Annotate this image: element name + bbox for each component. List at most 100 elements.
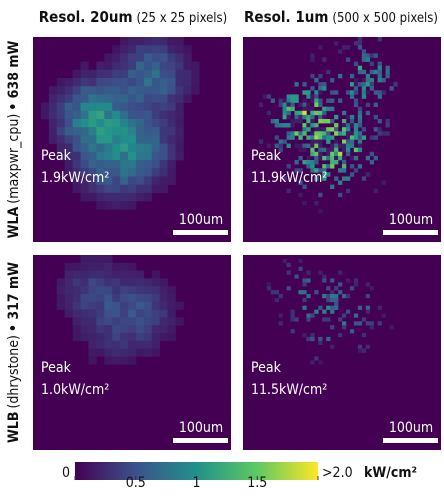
heatmap-pixel [330,164,335,169]
heatmap-pixel [128,356,137,365]
heatmap-pixel [345,309,351,314]
heatmap-pixel [306,313,311,318]
heatmap-pixel [266,286,272,291]
heatmap-pixel [338,151,343,157]
heatmap-pixel [318,168,323,173]
heatmap-pixel [88,127,97,136]
heatmap-pixel [104,61,113,71]
heatmap-pixel [143,119,153,128]
heatmap-pixel [112,340,121,349]
heatmap-pixel [120,110,129,120]
heatmap-pixel [361,78,367,83]
heatmap-pixel [338,282,343,287]
scale-bar-label: 100um [179,420,223,436]
heatmap-pixel [96,309,105,318]
heatmap-pixel [120,61,129,71]
heatmap-pixel [314,155,319,161]
heatmap-pixel [88,333,97,342]
heatmap-pixel [167,325,176,334]
heatmap-pixel [128,278,137,287]
heatmap-pixel [151,135,161,144]
heatmap-pixel [96,110,105,120]
heatmap-pixel [56,86,65,95]
heatmap-pixel [175,45,184,54]
heatmap-pixel [322,168,327,173]
heatmap-pixel [96,286,105,295]
heatmap-pixel [64,168,73,177]
heatmap-pixel [330,294,335,299]
heatmap-pixel [143,309,153,318]
heatmap-pixel [48,119,58,128]
heatmap-pixel [298,135,303,140]
heatmap-pixel [175,151,184,161]
heatmap-pixel [342,294,347,299]
heatmap-pixel [298,168,303,173]
heatmap-pixel [310,114,315,120]
heatmap-pixel [104,192,113,202]
heatmap-pixel [143,325,153,334]
heatmap-pixel [80,317,89,326]
heatmap-pixel [373,188,378,194]
workload: (dhrystone) [6,335,22,408]
workload: (maxpwr_cpu) [6,114,22,204]
heatmap-pixel [353,86,359,91]
heatmap-pixel [128,110,137,120]
heatmap-pixel [143,53,153,62]
heatmap-pixel [88,86,97,95]
heatmap-pixel [266,94,272,99]
heatmap-pixel [345,294,351,299]
heatmap-pixel [349,119,355,124]
heatmap-pixel [104,78,113,87]
heatmap-pixel [104,262,113,271]
heatmap-pixel [330,184,335,189]
heatmap-pixel [349,123,355,128]
heatmap-pixel [167,160,176,169]
scale-bar [173,438,228,443]
heatmap-pixel [385,73,390,79]
heatmap-pixel [322,131,327,136]
heatmap-pixel [96,86,105,95]
heatmap-pixel [361,127,367,132]
heatmap-pixel [143,127,153,136]
heatmap-pixel [80,286,89,295]
heatmap-pixel [314,201,319,206]
heatmap-pixel [96,61,105,71]
heatmap-pixel [135,348,145,357]
heatmap-pixel [326,135,331,140]
heatmap-pixel [80,270,89,279]
heatmap-pixel [278,294,283,299]
heatmap-pixel [159,168,168,177]
heatmap-pixel [266,110,272,116]
heatmap-pixel [322,135,327,140]
heatmap-pixel [88,69,97,79]
heatmap-pixel [151,160,161,169]
heatmap-pixel [330,155,335,161]
heatmap-pixel [353,131,359,136]
heatmap-pixel [326,139,331,144]
heatmap-pixel [314,290,319,295]
heatmap-pixel [310,86,315,91]
heatmap-pixel [96,325,105,334]
heatmap-pixel [104,325,113,334]
heatmap-pixel [369,78,374,83]
heatmap-pixel [88,143,97,153]
heatmap-pixel [159,45,168,54]
heatmap-pixel [349,286,355,291]
heatmap-pixel [48,94,58,103]
heatmap-pixel [80,176,89,185]
heatmap-pixel [88,286,97,295]
heatmap-pixel [310,336,315,342]
heatmap-pixel [318,73,323,79]
heatmap-pixel [381,131,386,136]
heatmap-pixel [357,69,363,75]
heatmap-pixel [365,305,371,310]
heatmap-pixel [112,317,121,326]
heatmap-pixel [64,278,73,287]
row-label: WLA (maxpwr_cpu) • 638 mW [6,41,22,239]
heatmap-pixel [322,147,327,153]
heatmap-pixel [353,61,359,66]
heatmap-pixel [151,110,161,120]
heatmap-pixel [373,155,378,161]
heatmap-pixel [40,110,50,120]
heatmap-pixel [151,333,161,342]
